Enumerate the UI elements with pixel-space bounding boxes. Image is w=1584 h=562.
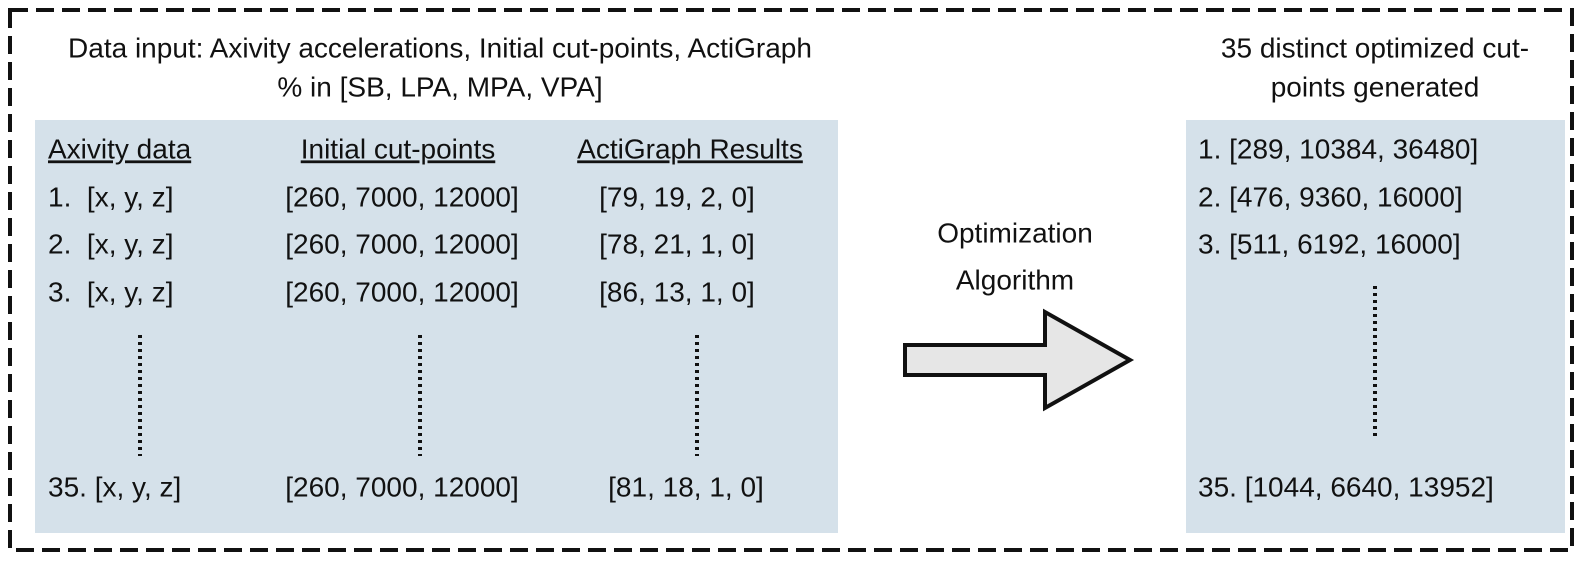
cutpoint-cell: [260, 7000, 12000] [285, 276, 519, 307]
result-cell: [79, 19, 2, 0] [599, 181, 755, 212]
process-label: Algorithm [956, 264, 1074, 295]
cutpoint-cell: [260, 7000, 12000] [285, 181, 519, 212]
output-panel [1186, 120, 1565, 533]
ellipsis-dots [138, 286, 1377, 456]
cutpoint-cell: [260, 7000, 12000] [285, 228, 519, 259]
result-cell: [78, 21, 1, 0] [599, 228, 755, 259]
output-caption: points generated [1271, 71, 1480, 102]
result-cell: [81, 18, 1, 0] [608, 471, 764, 502]
axivity-cell: 1. [x, y, z] [48, 181, 174, 212]
output-row: 2. [476, 9360, 16000] [1198, 181, 1463, 212]
axivity-cell: 35. [x, y, z] [48, 471, 181, 502]
column-header: Axivity data [48, 133, 192, 164]
input-caption: Data input: Axivity accelerations, Initi… [68, 32, 812, 63]
column-header: ActiGraph Results [577, 133, 803, 164]
output-row: 3. [511, 6192, 16000] [1198, 228, 1461, 259]
arrow [903, 308, 1135, 412]
input-caption: % in [SB, LPA, MPA, VPA] [277, 71, 602, 102]
axivity-cell: 2. [x, y, z] [48, 228, 174, 259]
result-cell: [86, 13, 1, 0] [599, 276, 755, 307]
column-header: Initial cut-points [301, 133, 496, 164]
cutpoint-cell: [260, 7000, 12000] [285, 471, 519, 502]
outer-border [8, 8, 1574, 552]
axivity-cell: 3. [x, y, z] [48, 276, 174, 307]
output-row: 35. [1044, 6640, 13952] [1198, 471, 1494, 502]
process-label: Optimization [937, 217, 1093, 248]
output-caption: 35 distinct optimized cut- [1221, 32, 1529, 63]
input-panel [35, 120, 838, 533]
output-row: 1. [289, 10384, 36480] [1198, 133, 1478, 164]
